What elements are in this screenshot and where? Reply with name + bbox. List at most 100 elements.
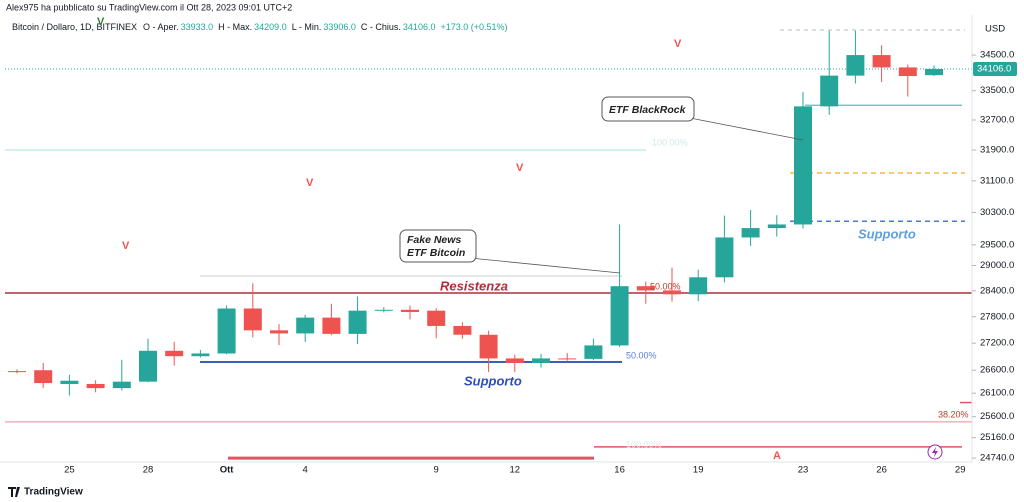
marker: V bbox=[306, 177, 314, 189]
last-price-label: 34106.0 bbox=[977, 64, 1011, 75]
y-tick-label: 24740.0 bbox=[980, 453, 1014, 464]
candle-body bbox=[505, 358, 524, 363]
candle-body bbox=[453, 325, 472, 335]
candle-body bbox=[820, 75, 839, 107]
y-tick-label: 33500.0 bbox=[980, 85, 1014, 96]
candle-body bbox=[165, 350, 184, 357]
y-tick-label: 29500.0 bbox=[980, 239, 1014, 250]
y-tick-label: 31900.0 bbox=[980, 145, 1014, 156]
x-tick-label: 29 bbox=[955, 465, 966, 476]
candle-body bbox=[558, 358, 577, 360]
change: +173.0 (+0.51%) bbox=[440, 22, 507, 32]
candle-body bbox=[767, 224, 786, 229]
candle-body bbox=[322, 317, 341, 334]
fib-label: 50.00% bbox=[626, 350, 657, 360]
support-label: Supporto bbox=[464, 373, 522, 388]
y-tick-label: 27800.0 bbox=[980, 311, 1014, 322]
l-name: L - Min. bbox=[292, 22, 322, 32]
x-tick-label: 12 bbox=[510, 465, 521, 476]
y-tick-label: 25600.0 bbox=[980, 411, 1014, 422]
marker: V bbox=[122, 240, 130, 252]
marker: A bbox=[773, 450, 781, 462]
candle-body bbox=[898, 67, 917, 76]
callout-text: ETF BlackRock bbox=[609, 104, 687, 116]
x-tick-label: 26 bbox=[876, 465, 887, 476]
candle-body bbox=[872, 55, 891, 68]
candles bbox=[8, 30, 943, 396]
callout-pointer bbox=[689, 117, 804, 141]
brand: TradingView bbox=[24, 487, 83, 498]
candle-body bbox=[715, 237, 734, 278]
candle-body bbox=[689, 277, 708, 295]
candle-body bbox=[663, 290, 681, 295]
y-tick-label: 30300.0 bbox=[980, 207, 1014, 218]
candle-body bbox=[348, 310, 367, 334]
last-price-tag bbox=[973, 61, 1017, 76]
fib-label: 100.00% bbox=[652, 137, 688, 147]
x-tick-label: 25 bbox=[64, 465, 75, 476]
candle-body bbox=[243, 308, 262, 331]
candle-body bbox=[846, 55, 865, 76]
x-tick-label: 16 bbox=[614, 465, 625, 476]
candle-body bbox=[584, 345, 603, 359]
candle-body bbox=[741, 228, 760, 238]
y-tick-label: 28400.0 bbox=[980, 285, 1014, 296]
candle-body bbox=[8, 371, 26, 373]
levels bbox=[5, 29, 972, 460]
y-tick-label: 27200.0 bbox=[980, 338, 1014, 349]
candle-body bbox=[217, 308, 236, 354]
marker: V bbox=[516, 162, 524, 174]
credit: Alex975 ha pubblicato su TradingView.com… bbox=[6, 2, 292, 12]
y-tick-label: 32700.0 bbox=[980, 115, 1014, 126]
y-tick-label: 31100.0 bbox=[980, 175, 1014, 186]
candle-body bbox=[296, 317, 315, 334]
resistance-label: Resistenza bbox=[440, 278, 508, 293]
candle-body bbox=[479, 334, 498, 359]
y-tick-label: 25160.0 bbox=[980, 432, 1014, 443]
candle-body bbox=[34, 370, 53, 384]
callout-text: ETF Bitcoin bbox=[407, 247, 465, 259]
candle-body bbox=[794, 106, 812, 225]
candle-body bbox=[636, 286, 655, 291]
marker: V bbox=[674, 38, 682, 50]
alert-icon-bolt bbox=[932, 447, 938, 457]
candle-body bbox=[427, 310, 446, 326]
o-name: O - Aper. bbox=[143, 22, 179, 32]
y-tick-label: 26100.0 bbox=[980, 388, 1014, 399]
fib-label: 100.00% bbox=[626, 439, 662, 449]
x-tick-label: 9 bbox=[434, 465, 439, 476]
fib-label: 38.20% bbox=[938, 409, 969, 419]
candle-body bbox=[112, 381, 131, 389]
candle-body bbox=[60, 380, 79, 384]
c-name: C - Chius. bbox=[361, 22, 401, 32]
y-axis-label: USD bbox=[985, 24, 1005, 35]
callout-box bbox=[601, 96, 695, 122]
o-value: 33933.0 bbox=[181, 22, 214, 32]
y-tick-label: 34500.0 bbox=[980, 50, 1014, 61]
symbol: Bitcoin / Dollaro, 1D, BITFINEX bbox=[12, 22, 137, 32]
x-tick-label: 19 bbox=[693, 465, 704, 476]
candle-body bbox=[925, 68, 943, 76]
candle-body bbox=[191, 353, 210, 357]
callout-pointer bbox=[469, 257, 621, 274]
candle-body bbox=[532, 358, 550, 363]
candle-body bbox=[374, 309, 393, 311]
candle-body bbox=[610, 286, 629, 346]
x-tick-label: 28 bbox=[143, 465, 154, 476]
candle-body bbox=[86, 383, 105, 389]
callout-box bbox=[399, 229, 477, 263]
x-tick-label: 4 bbox=[303, 465, 308, 476]
y-tick-label: 26600.0 bbox=[980, 365, 1014, 376]
y-tick-label: 29000.0 bbox=[980, 260, 1014, 271]
candle-body bbox=[401, 309, 419, 312]
candle-body bbox=[270, 330, 288, 334]
fib-label: 50.00% bbox=[650, 281, 681, 291]
h-name: H - Max. bbox=[218, 22, 252, 32]
x-tick-label: Ott bbox=[220, 465, 235, 476]
l-value: 33906.0 bbox=[323, 22, 356, 32]
x-tick-label: 23 bbox=[798, 465, 809, 476]
support-label: Supporto bbox=[858, 226, 916, 241]
